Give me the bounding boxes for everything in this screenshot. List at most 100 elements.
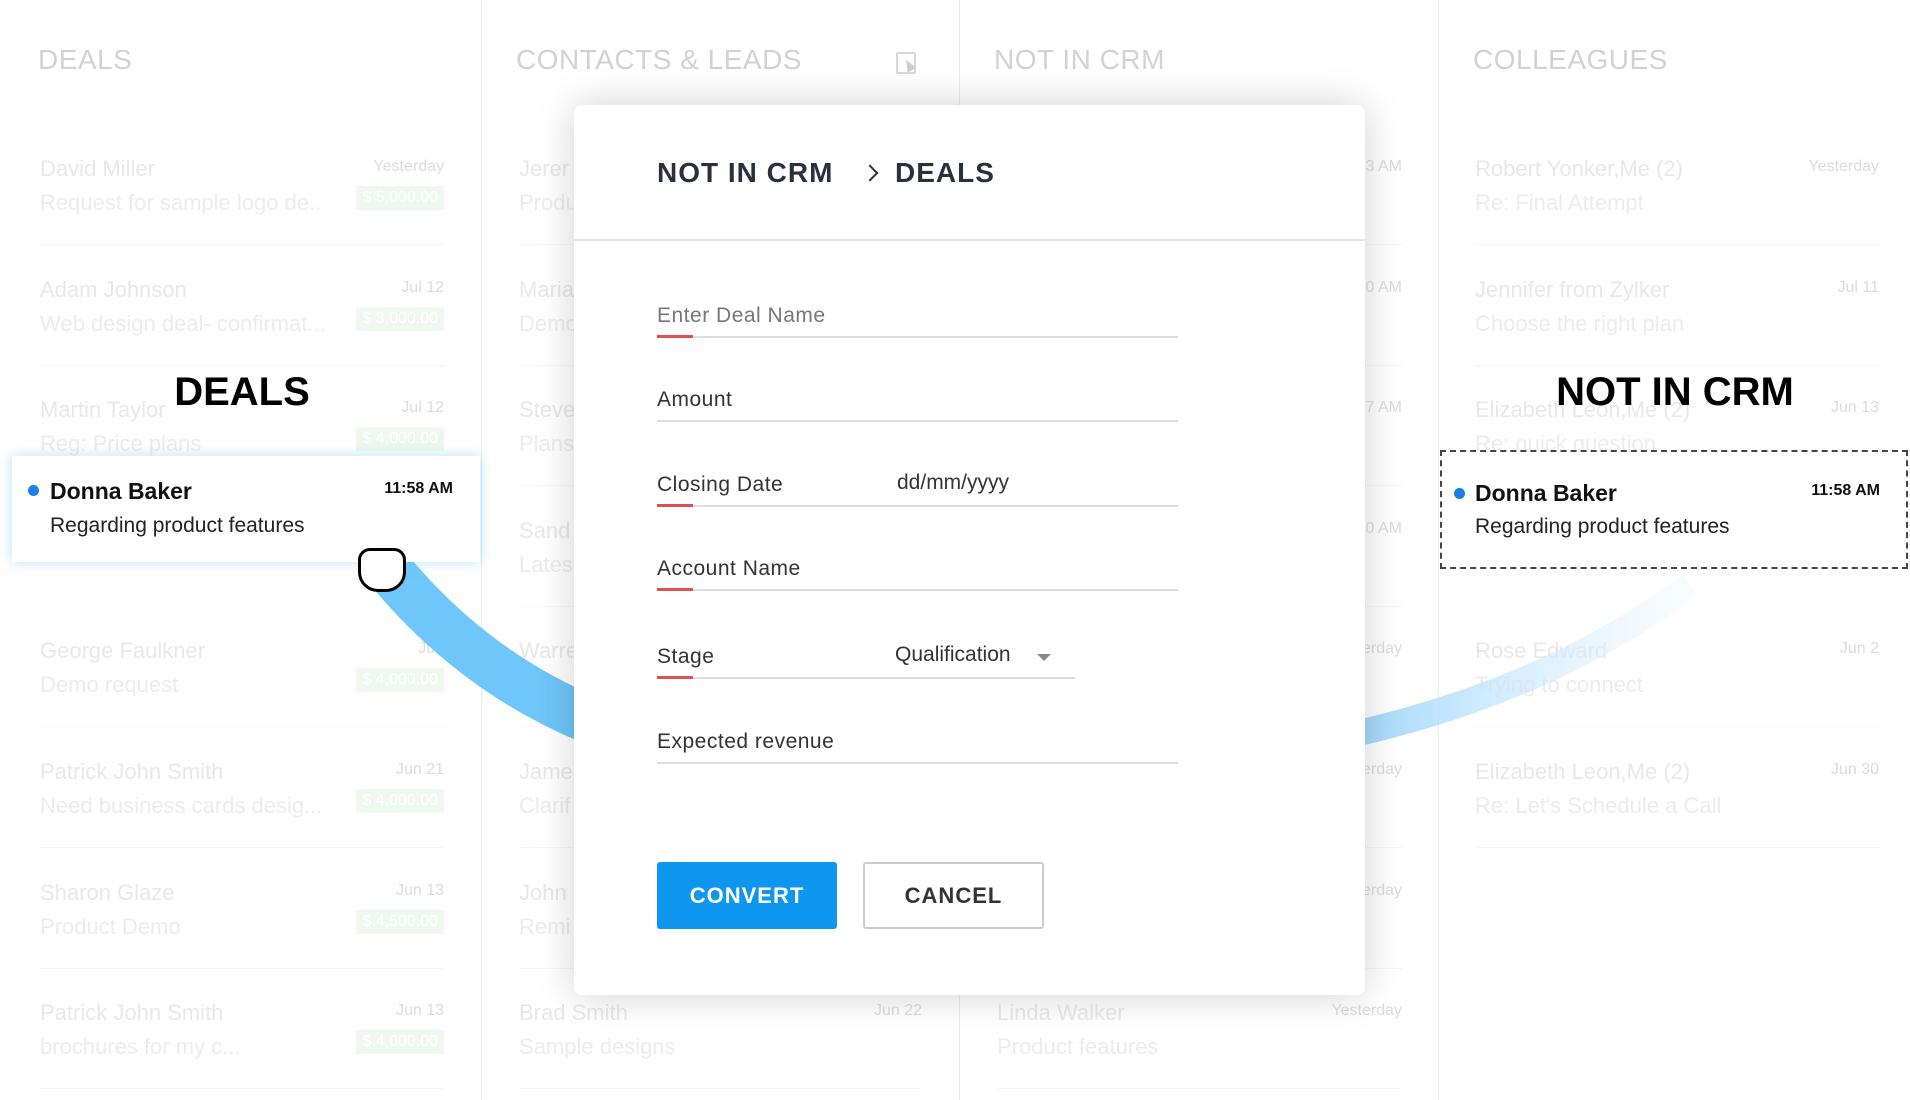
column-header-deals[interactable]: DEALS (38, 44, 133, 75)
amount-badge: $ 3,000.00 (356, 306, 444, 331)
item-subject: Sample designs (519, 1034, 676, 1060)
list-item[interactable]: Brad Smith Sample designs Jun 22 (519, 1000, 922, 1100)
item-subject: Plans (519, 431, 575, 457)
row-divider (40, 726, 444, 728)
label-deals: DEALS (174, 370, 310, 414)
item-name: Martin Taylor (40, 397, 166, 423)
field-underline (657, 336, 1178, 338)
item-subject: Need business cards desig... (40, 793, 323, 818)
field-enter-deal-name[interactable]: Enter Deal Name (657, 298, 1178, 338)
list-item[interactable]: Steve Plans (519, 397, 922, 497)
field-underline (657, 420, 1178, 422)
list-item[interactable]: Patrick John Smith brochures for my c... J… (40, 1000, 444, 1100)
column-header-not-in-crm[interactable]: NOT IN CRM (994, 44, 1165, 75)
item-date: Jun 30 (1830, 761, 1879, 778)
item-name: Jame (519, 759, 573, 784)
list-item[interactable]: Maria Demo (519, 277, 922, 377)
item-subject: Demo request (40, 672, 179, 698)
card-subject: Regarding product features (50, 514, 305, 537)
item-date: Jun 13 (1830, 399, 1879, 417)
chevron-right-icon (861, 164, 879, 182)
item-subject: Reg: Price plans (40, 431, 202, 457)
item-subject: Remi (519, 913, 571, 939)
required-indicator (657, 504, 693, 507)
item-name: Sand (519, 517, 571, 543)
column-divider (481, 0, 482, 1100)
required-indicator (657, 588, 693, 591)
drop-target-card[interactable]: Donna Baker Regarding product features 1… (1440, 450, 1908, 569)
list-item[interactable]: Patrick John Smith Need business cards de… (40, 759, 444, 859)
item-name: David Miller (40, 156, 155, 181)
unread-dot-icon (1454, 488, 1465, 499)
field-label: Enter Deal Name (657, 304, 826, 327)
field-label: Account Name (657, 557, 801, 580)
column-divider (1438, 0, 1439, 1100)
item-name: Robert Yonker,Me (2) (1475, 156, 1683, 181)
row-divider (519, 1088, 922, 1090)
amount-badge: $ 4,000.00 (356, 789, 444, 813)
item-date: Jun 13 (395, 1002, 444, 1020)
field-value[interactable]: Qualification (895, 643, 1011, 666)
convert-deal-dialog: NOT IN CRM DEALS Enter Deal Name Amount Cl… (574, 105, 1365, 995)
column-header-contacts-leads[interactable]: CONTACTS & LEADS (516, 44, 802, 75)
column-header-colleagues[interactable]: COLLEAGUES (1473, 44, 1668, 75)
list-item[interactable]: Linda Walker Product features Yesterday (997, 1000, 1402, 1100)
field-value[interactable]: dd/mm/yyyy (897, 471, 1010, 494)
list-item[interactable]: Sharon Glaze Product Demo Jun 13 $ 4,500.00 (40, 880, 444, 980)
grab-hand-cursor-icon (358, 548, 406, 592)
item-date: 0 AM (1365, 278, 1402, 296)
field-expected-revenue[interactable]: Expected revenue (657, 724, 1178, 764)
item-date: erday (1361, 761, 1402, 778)
field-closing-date[interactable]: Closing Date dd/mm/yyyy (657, 467, 1178, 507)
breadcrumb-target: DEALS (895, 157, 995, 188)
dragged-deal-card[interactable]: Donna Baker Regarding product features 1… (12, 456, 480, 562)
required-indicator (657, 676, 693, 679)
item-name: Jennifer from Zylker (1475, 276, 1670, 302)
item-name: Brad Smith (519, 1000, 628, 1026)
row-divider (1475, 364, 1879, 366)
pointer-select-icon[interactable] (896, 52, 917, 74)
item-date: 7 AM (1365, 399, 1402, 417)
item-date: Yesterday (1331, 1002, 1402, 1020)
field-amount[interactable]: Amount (657, 382, 1178, 422)
item-subject: Clarif (519, 793, 571, 818)
item-subject: Choose the right plan (1475, 310, 1685, 336)
item-date: Jun 2 (1839, 640, 1879, 658)
field-underline (657, 762, 1178, 764)
list-item[interactable]: Elizabeth Leon,Me (2) Re: Let's Schedule … (1475, 759, 1879, 859)
field-underline (657, 677, 1075, 679)
list-item[interactable]: George Faulkner Demo request Jun $ 4,000.00 (40, 638, 444, 738)
list-item[interactable]: Adam Johnson Web design deal- confirmat..… (40, 277, 444, 377)
item-subject: Re: Final Attempt (1475, 190, 1644, 215)
item-date: Jul 11 (1837, 278, 1879, 296)
amount-badge: $ 4,500.00 (356, 909, 444, 934)
item-subject: Request for sample logo de.. (40, 190, 322, 215)
chevron-down-icon[interactable] (1037, 654, 1051, 661)
row-divider (1475, 726, 1879, 728)
card-time: 11:58 AM (384, 480, 453, 497)
amount-badge: $ 4,000.00 (356, 668, 444, 693)
item-date: Jun 21 (395, 761, 444, 778)
field-account-name[interactable]: Account Name (657, 551, 1178, 591)
item-name: Elizabeth Leon,Me (2) (1475, 759, 1691, 784)
card-name: Donna Baker (50, 478, 192, 504)
list-item[interactable]: Robert Yonker,Me (2) Re: Final Attempt Yes… (1475, 156, 1879, 256)
item-name: Maria (519, 276, 575, 302)
list-item[interactable]: Jennifer from Zylker Choose the right pla… (1475, 277, 1879, 377)
amount-badge: $ 5,000.00 (356, 186, 444, 210)
card-subject: Regarding product features (1475, 515, 1730, 538)
list-item[interactable]: David Miller Request for sample logo de..… (40, 156, 444, 256)
convert-button[interactable]: CONVERT (657, 862, 837, 929)
field-stage[interactable]: Stage Qualification (657, 639, 1075, 679)
item-date: 0 AM (1365, 519, 1402, 537)
item-name: Linda Walker (997, 1000, 1125, 1026)
field-label: Stage (657, 645, 715, 668)
row-divider (40, 1088, 444, 1090)
item-name: Steve (519, 397, 576, 423)
card-name: Donna Baker (1475, 480, 1617, 506)
item-date: 3 AM (1365, 158, 1402, 175)
row-divider (40, 847, 444, 848)
cancel-button[interactable]: CANCEL (863, 862, 1044, 929)
unread-dot-icon (28, 485, 39, 496)
item-subject: Produ (519, 190, 578, 215)
